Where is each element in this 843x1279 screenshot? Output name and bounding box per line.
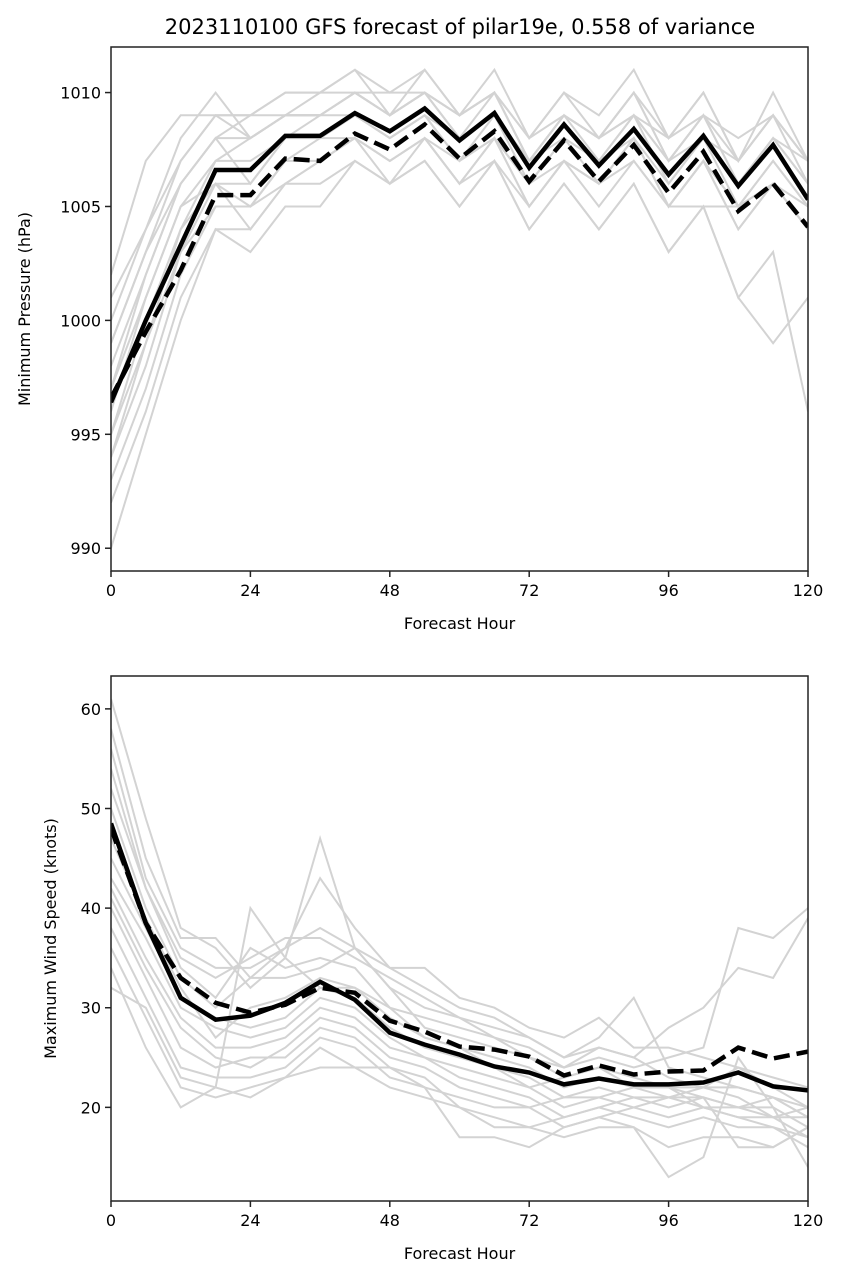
wind-x-axis-label: Forecast Hour	[404, 1244, 516, 1263]
wind-y-tick-label: 50	[81, 799, 101, 818]
wind-plot-area	[111, 698, 808, 1179]
pressure-ensemble-member-line	[111, 90, 808, 321]
pressure-plot-area	[111, 67, 808, 549]
wind-axes: 0 24 48 72 96 120 20 30 40 50 60 Forecast Hour Maxim…	[41, 675, 824, 1263]
wind-y-tick-label: 60	[81, 700, 101, 719]
wind-axes-frame	[110, 675, 809, 1202]
pressure-x-tick-label: 96	[658, 581, 678, 600]
pressure-y-tick-label: 1010	[60, 84, 101, 103]
wind-ensemble-member-line	[111, 857, 808, 1139]
pressure-ensemble-member-line	[111, 136, 808, 435]
wind-mean-line	[111, 822, 808, 1093]
pressure-mean-line	[111, 105, 808, 404]
wind-x-tick-label: 0	[106, 1211, 116, 1230]
pressure-axes-frame	[110, 46, 809, 572]
wind-projection-line	[111, 827, 808, 1078]
pressure-x-tick-label: 0	[106, 581, 116, 600]
pressure-projection-line	[111, 121, 808, 399]
pressure-y-tick-label: 1000	[60, 311, 101, 330]
figure-title: 2023110100 GFS forecast of pilar19e, 0.5…	[165, 15, 755, 39]
pressure-ensemble-member-line	[111, 159, 808, 549]
wind-ensemble-member-line	[111, 927, 808, 1149]
pressure-x-tick-label: 24	[240, 581, 260, 600]
wind-x-tick-label: 120	[793, 1211, 824, 1230]
pressure-x-tick-label: 72	[519, 581, 539, 600]
wind-y-tick-label: 20	[81, 1098, 101, 1117]
wind-x-tick-label: 96	[658, 1211, 678, 1230]
pressure-axes: 0 24 48 72 96 120 990 995 1000 1005 1010 Forecast H…	[15, 46, 824, 633]
wind-y-tick-label: 40	[81, 899, 101, 918]
wind-ensemble-member-line	[111, 967, 808, 1119]
wind-ensemble-member-line	[111, 808, 808, 1109]
pressure-y-tick-label: 990	[70, 539, 101, 558]
wind-ensemble-member-line	[111, 748, 808, 1109]
wind-x-tick-label: 24	[240, 1211, 260, 1230]
wind-x-tick-label: 48	[380, 1211, 400, 1230]
pressure-x-axis-label: Forecast Hour	[404, 614, 516, 633]
wind-y-tick-label: 30	[81, 999, 101, 1018]
pressure-x-tick-label: 120	[793, 581, 824, 600]
wind-ensemble-member-line	[111, 897, 808, 1179]
wind-y-axis-label: Maximum Wind Speed (knots)	[41, 818, 60, 1059]
pressure-y-axis-label: Minimum Pressure (hPa)	[15, 212, 34, 406]
pressure-x-tick-label: 48	[380, 581, 400, 600]
pressure-y-tick-label: 1005	[60, 197, 101, 216]
wind-ensemble-member-line	[111, 887, 808, 1139]
wind-ensemble-member-line	[111, 768, 808, 1119]
wind-ensemble-member-line	[111, 728, 808, 1059]
wind-x-tick-label: 72	[519, 1211, 539, 1230]
pressure-y-tick-label: 995	[70, 425, 101, 444]
